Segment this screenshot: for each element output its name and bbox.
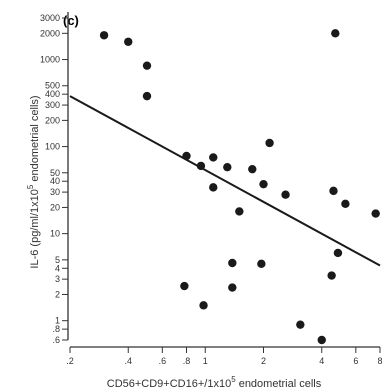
data-point [142,61,152,70]
y-axis-title-sup: 5 [26,184,35,189]
y-tick-label: 3 [55,274,60,284]
data-point [180,281,189,291]
x-tick-label: 4 [319,356,324,366]
panel-label: (c) [63,13,79,28]
x-tick-label: .8 [183,356,191,366]
x-axis-title: CD56+CD9+CD16+/1x105 endometrial cells [107,375,322,390]
y-tick-label: 10 [50,229,60,239]
data-point [124,37,133,46]
x-axis-title-tail: endometrial cells [236,378,322,390]
y-tick-label: .6 [52,335,60,345]
y-tick-label: 500 [45,81,60,91]
x-axis-ticks: .2 .4 .6 .8 1 2 4 6 8 [66,347,383,366]
data-point [257,259,266,269]
y-tick-label: .8 [52,324,60,334]
data-points-layer [99,29,380,345]
data-point [228,283,237,292]
y-tick-label: 30 [50,187,60,197]
regression-line [69,95,381,267]
y-tick-label: 1000 [40,55,60,65]
y-tick-label: 2 [55,289,60,299]
y-tick-label: 4 [55,263,60,273]
data-point [331,29,340,38]
data-point [209,183,218,192]
y-tick-label: 400 [45,89,60,99]
data-point [259,179,268,189]
y-tick-label: 2000 [40,28,60,38]
data-point [371,209,380,218]
y-tick-label: 1 [55,316,60,326]
y-axis-title-tail: endometrial cells) [29,95,41,184]
y-axis-title: IL-6 (pg/ml/1x105 endometrial cells) [26,95,41,268]
x-tick-label: 8 [377,356,382,366]
data-point [329,186,338,196]
data-point [317,335,326,345]
data-point [196,161,206,171]
x-tick-label: .6 [159,356,167,366]
data-point [228,258,237,268]
data-point [223,162,232,172]
data-point [341,199,350,209]
data-point [327,271,336,280]
y-tick-label: 3000 [40,13,60,23]
x-tick-label: .2 [66,356,74,366]
data-point [235,207,244,216]
x-tick-label: 2 [261,356,266,366]
regression-line-layer [69,95,381,267]
data-point [199,301,208,310]
y-tick-label: 200 [45,115,60,125]
y-tick-label: 300 [45,100,60,110]
y-tick-label: 5 [55,255,60,265]
data-point [99,31,109,40]
x-axis-title-main: CD56+CD9+CD16+/1x10 [107,378,231,390]
y-tick-label: 40 [50,176,60,186]
y-tick-label: 50 [50,168,60,178]
y-tick-label: 20 [50,202,60,212]
data-point [248,164,257,174]
x-axis-title-sup: 5 [231,375,236,384]
data-point [265,138,274,148]
data-point [209,153,218,162]
data-point [333,248,343,258]
data-point [296,320,305,329]
x-tick-label: 6 [353,356,358,366]
x-tick-label: 1 [203,356,208,366]
data-point [182,151,191,161]
y-tick-label: 100 [45,142,60,152]
data-point [281,190,290,199]
x-tick-label: .4 [124,356,132,366]
data-point [142,91,152,101]
y-axis-title-main: IL-6 (pg/ml/1x10 [29,189,41,268]
